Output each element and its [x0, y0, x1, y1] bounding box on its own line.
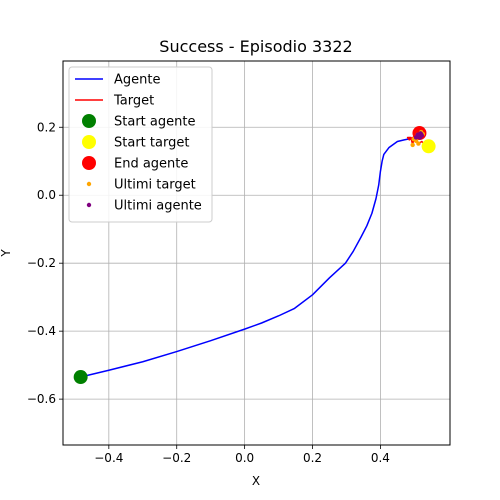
legend-label-start-target: Start target: [114, 136, 189, 151]
legend-box: [68, 66, 213, 223]
start-target-marker: [421, 139, 436, 154]
ultimi-agente-point: [416, 134, 421, 139]
ultimi-target-point: [410, 142, 415, 148]
legend-label-target: Target: [113, 94, 154, 109]
x-tick-label: −0.2: [162, 451, 191, 465]
axes-frame: [62, 60, 451, 446]
legend-label-end-agente: End agente: [114, 157, 188, 172]
legend-swatch-end-agente: [82, 156, 96, 170]
ultimi-target-point: [416, 141, 421, 146]
legend-swatch-start-target: [82, 135, 96, 149]
y-axis-ticks: −0.6 −0.4 −0.2 0.0 0.2: [27, 120, 63, 406]
plot-area: [73, 126, 436, 385]
legend-swatch-ultimi-agente: [86, 202, 92, 208]
ultimi-agente-point: [418, 131, 424, 137]
x-tick-label: −0.4: [94, 451, 123, 465]
y-tick-label: 0.0: [37, 188, 56, 202]
legend-label-start-agente: Start agente: [114, 115, 195, 130]
x-tick-label: 0.2: [303, 451, 322, 465]
legend-swatch-ultimi-target: [86, 181, 92, 187]
y-tick-label: 0.2: [37, 120, 56, 134]
x-tick-label: 0.4: [371, 451, 390, 465]
x-axis-ticks: −0.4 −0.2 0.0 0.2 0.4: [94, 445, 390, 465]
legend-label-ultimi-target: Ultimi target: [114, 178, 196, 193]
x-axis-label: X: [252, 474, 260, 488]
y-axis-label: Y: [0, 249, 13, 258]
y-tick-label: −0.2: [27, 256, 56, 270]
legend-label-agente: Agente: [114, 73, 160, 88]
chart-title: Success - Episodio 3322: [159, 37, 352, 56]
legend: Agente Target Start agente Start target End …: [68, 66, 213, 223]
x-tick-label: 0.0: [235, 451, 254, 465]
y-tick-label: −0.4: [27, 324, 56, 338]
legend-swatch-start-agente: [82, 114, 96, 128]
y-tick-label: −0.6: [27, 392, 56, 406]
start-agente-marker: [73, 370, 88, 385]
legend-label-ultimi-agente: Ultimi agente: [114, 199, 202, 214]
